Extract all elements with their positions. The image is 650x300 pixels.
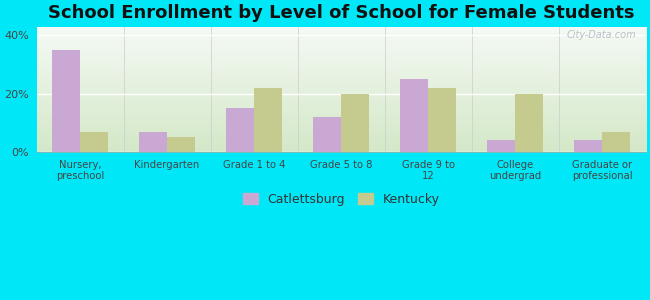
Title: School Enrollment by Level of School for Female Students: School Enrollment by Level of School for…: [48, 4, 634, 22]
Text: City-Data.com: City-Data.com: [567, 30, 637, 40]
Bar: [80, 131, 108, 152]
Bar: [515, 94, 543, 152]
Bar: [575, 140, 603, 152]
Bar: [428, 88, 456, 152]
Bar: [313, 117, 341, 152]
Legend: Catlettsburg, Kentucky: Catlettsburg, Kentucky: [238, 188, 445, 211]
Bar: [139, 131, 167, 152]
Bar: [52, 50, 80, 152]
Bar: [488, 140, 515, 152]
Bar: [341, 94, 369, 152]
Bar: [603, 131, 630, 152]
Bar: [167, 137, 195, 152]
Bar: [226, 108, 254, 152]
Bar: [400, 79, 428, 152]
Bar: [254, 88, 282, 152]
